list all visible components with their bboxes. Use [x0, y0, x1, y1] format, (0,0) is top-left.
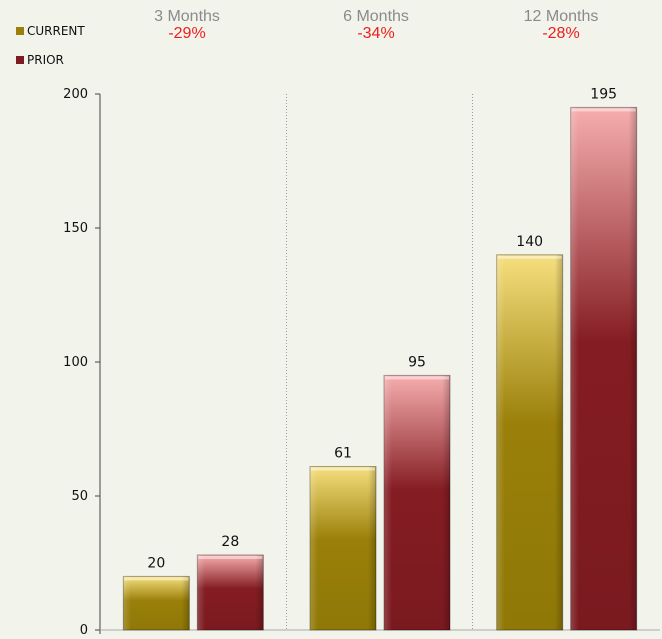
prior-value-label: 195 [590, 86, 617, 102]
legend-label-current: CURRENT [27, 24, 85, 38]
legend-label-prior: PRIOR [27, 53, 64, 67]
bar-top-highlight [124, 577, 189, 581]
period-label: 3 Months [154, 8, 220, 25]
y-tick-label: 100 [63, 355, 88, 370]
legend-swatch-current [16, 27, 24, 35]
current-value-label: 61 [334, 446, 352, 462]
y-tick-label: 200 [63, 87, 88, 102]
prior-value-label: 28 [221, 534, 239, 550]
bar-shading [123, 576, 190, 630]
y-tick-label: 50 [71, 489, 88, 504]
period-header-3-months: 3 Months -29% [107, 8, 267, 42]
bar-shading [570, 107, 637, 630]
period-change: -28% [542, 25, 580, 42]
bar-top-highlight [497, 255, 562, 259]
current-value-label: 140 [516, 234, 543, 250]
period-label: 12 Months [523, 8, 599, 25]
y-tick-label: 0 [80, 623, 88, 638]
bar-shading [310, 466, 376, 630]
period-header-6-months: 6 Months -34% [296, 8, 456, 42]
y-tick-label: 150 [63, 221, 88, 236]
bar-top-highlight [385, 376, 449, 380]
legend-swatch-prior [16, 56, 24, 64]
bar-top-highlight [571, 108, 636, 112]
legend-item-prior: PRIOR [16, 53, 64, 67]
prior-value-label: 95 [408, 354, 426, 370]
bar-shading [496, 254, 563, 631]
period-change: -29% [168, 25, 206, 42]
legend-item-current: CURRENT [16, 24, 85, 38]
period-label: 6 Months [343, 8, 409, 25]
bar-shading [384, 375, 450, 630]
period-change: -34% [357, 25, 395, 42]
bar-top-highlight [198, 555, 263, 559]
bar-shading [197, 554, 264, 630]
bar-top-highlight [311, 467, 375, 471]
current-value-label: 20 [147, 555, 165, 571]
period-header-12-months: 12 Months -28% [481, 8, 641, 42]
